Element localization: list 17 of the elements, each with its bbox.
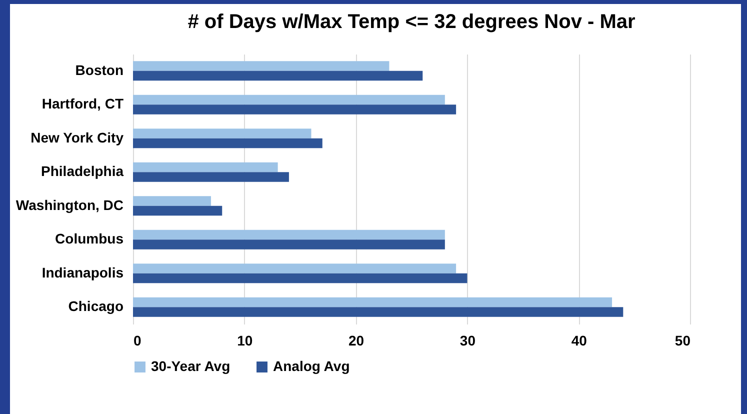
y-tick-label: Washington, DC	[16, 196, 124, 213]
chart-title: # of Days w/Max Temp <= 32 degrees Nov - Mar	[188, 11, 636, 33]
y-tick-label: Chicago	[68, 298, 124, 314]
x-tick-label: 20	[348, 332, 364, 348]
x-tick-label: 30	[460, 332, 476, 348]
y-tick-label: Indianapolis	[42, 264, 124, 280]
legend-label: Analog Avg	[273, 358, 350, 374]
x-tick-label: 0	[134, 332, 142, 348]
x-tick-label: 40	[571, 332, 588, 348]
y-tick-label: Columbus	[55, 230, 124, 247]
y-tick-label: New York City	[30, 129, 124, 146]
legend-label: 30-Year Avg	[151, 358, 230, 374]
x-tick-label: 50	[674, 332, 691, 348]
y-tick-label: Boston	[75, 62, 124, 78]
x-tick-label: 10	[237, 332, 253, 348]
y-tick-label: Hartford, CT	[42, 96, 124, 112]
y-tick-label: Philadelphia	[41, 163, 124, 180]
